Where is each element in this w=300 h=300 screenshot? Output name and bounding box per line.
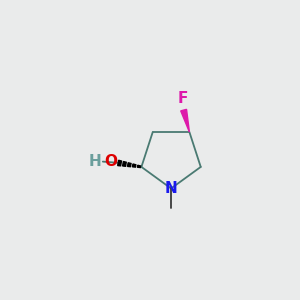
Polygon shape	[132, 164, 136, 167]
Text: O: O	[104, 154, 117, 169]
Polygon shape	[123, 161, 126, 166]
Text: N: N	[165, 181, 178, 196]
Polygon shape	[118, 160, 122, 166]
Text: H: H	[89, 154, 102, 169]
Polygon shape	[181, 109, 189, 132]
Polygon shape	[137, 165, 141, 167]
Text: F: F	[178, 91, 188, 106]
Polygon shape	[128, 163, 131, 167]
